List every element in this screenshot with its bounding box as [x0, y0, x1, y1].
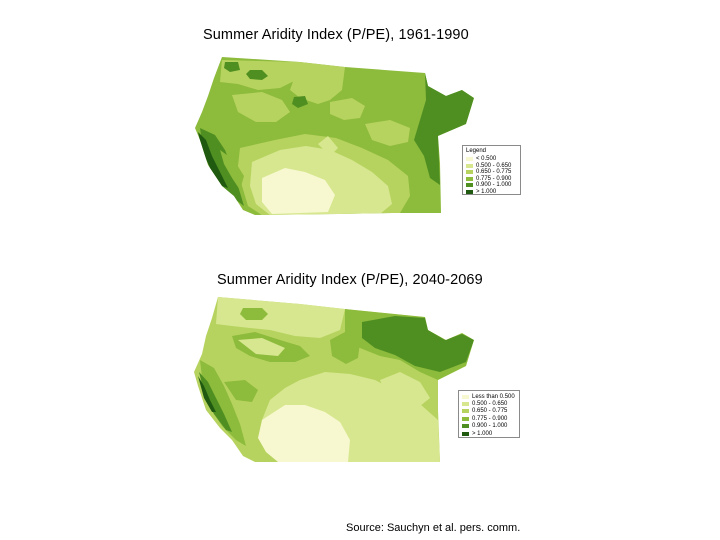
legend-label: > 1.000 [476, 188, 497, 195]
legend-swatch [466, 189, 473, 194]
legend-entry: 0.650 - 0.775 [466, 169, 517, 176]
legend-entry: 0.650 - 0.775 [462, 408, 516, 415]
legend-swatch [466, 176, 473, 181]
legend-label: Less than 0.500 [472, 393, 515, 400]
legend-entry: 0.775 - 0.900 [466, 176, 517, 183]
legend-swatch [462, 424, 469, 429]
legend-swatch [466, 183, 473, 188]
legend-label: 0.500 - 0.650 [472, 400, 508, 407]
map-title-1961-1990: Summer Aridity Index (P/PE), 1961-1990 [203, 27, 469, 43]
legend-label: 0.900 - 1.000 [472, 423, 508, 430]
legend-swatch [462, 394, 469, 399]
legend-entry: 0.775 - 0.900 [462, 415, 516, 422]
legend-label: > 1.000 [472, 430, 493, 437]
legend-swatch [462, 409, 469, 414]
legend-entry: 0.900 - 1.000 [462, 423, 516, 430]
legend-entry: 0.500 - 0.650 [462, 400, 516, 407]
legend-2040-2069: Less than 0.500 0.500 - 0.650 0.650 - 0.… [458, 390, 520, 438]
legend-swatch [466, 157, 473, 162]
legend-swatch [466, 170, 473, 175]
legend-label: 0.775 - 0.900 [472, 415, 508, 422]
legend-swatch [462, 402, 469, 407]
legend-entry: > 1.000 [462, 430, 516, 437]
legend-entry: < 0.500 [466, 156, 517, 163]
source-credit: Source: Sauchyn et al. pers. comm. [346, 522, 521, 534]
legend-label: < 0.500 [476, 156, 497, 163]
legend-label: 0.650 - 0.775 [476, 169, 512, 176]
legend-label: 0.500 - 0.650 [476, 162, 512, 169]
legend-entry: > 1.000 [466, 189, 517, 196]
map-title-2040-2069: Summer Aridity Index (P/PE), 2040-2069 [217, 272, 483, 288]
legend-entry: 0.500 - 0.650 [466, 163, 517, 170]
legend-1961-1990: Legend < 0.500 0.500 - 0.650 0.650 - 0.7… [462, 145, 521, 195]
legend-entry: Less than 0.500 [462, 393, 516, 400]
legend-swatch [462, 416, 469, 421]
legend-label: 0.775 - 0.900 [476, 175, 512, 182]
legend-entry: 0.900 - 1.000 [466, 182, 517, 189]
legend-swatch [466, 163, 473, 168]
legend-label: 0.650 - 0.775 [472, 408, 508, 415]
legend-title: Legend [466, 148, 487, 154]
legend-label: 0.900 - 1.000 [476, 182, 512, 189]
legend-swatch [462, 431, 469, 436]
